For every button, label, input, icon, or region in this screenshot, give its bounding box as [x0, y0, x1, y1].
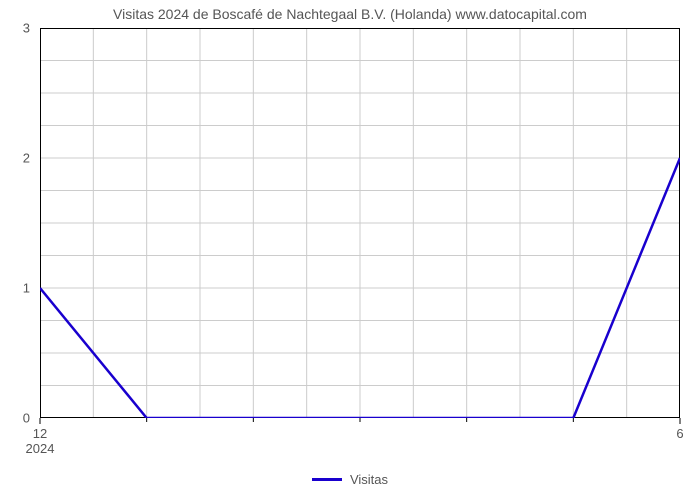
x-tick-label: 6	[676, 426, 683, 441]
x-sub-label: 2024	[26, 441, 55, 456]
chart-container: Visitas 2024 de Boscafé de Nachtegaal B.…	[0, 0, 700, 500]
plot-area	[40, 28, 680, 418]
y-tick-label: 2	[0, 151, 30, 166]
y-tick-label: 3	[0, 21, 30, 36]
y-tick-label: 1	[0, 281, 30, 296]
x-tick-label: 12	[33, 426, 47, 441]
plot-svg	[40, 28, 680, 418]
y-tick-label: 0	[0, 411, 30, 426]
legend-swatch	[312, 478, 342, 481]
chart-title: Visitas 2024 de Boscafé de Nachtegaal B.…	[0, 6, 700, 22]
legend-label: Visitas	[350, 472, 388, 487]
legend: Visitas	[0, 472, 700, 487]
